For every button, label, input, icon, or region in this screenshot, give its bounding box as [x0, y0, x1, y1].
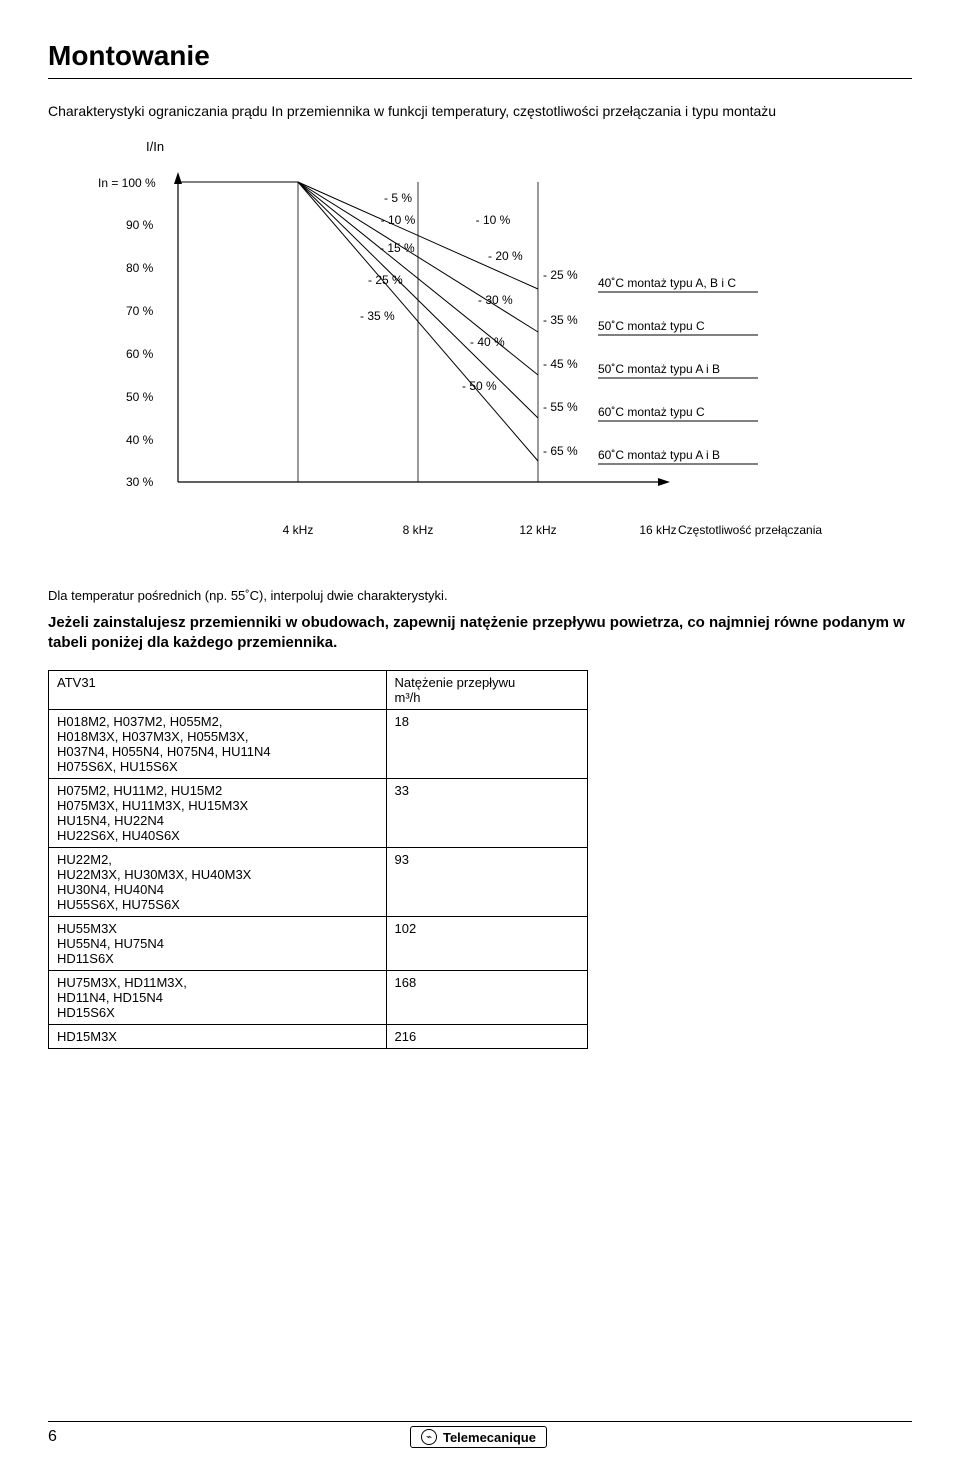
- svg-text:- 10 %: - 10 %: [476, 213, 511, 227]
- svg-text:- 20 %: - 20 %: [488, 249, 523, 263]
- svg-text:70 %: 70 %: [126, 304, 154, 318]
- svg-text:50˚C montaż typu A i B: 50˚C montaż typu A i B: [598, 362, 720, 376]
- subtitle: Charakterystyki ograniczania prądu In pr…: [48, 103, 912, 119]
- svg-text:- 35 %: - 35 %: [543, 313, 578, 327]
- table-row: HU55M3XHU55N4, HU75N4HD11S6X102: [49, 916, 588, 970]
- models-cell: HU75M3X, HD11M3X,HD11N4, HD15N4HD15S6X: [49, 970, 387, 1024]
- svg-text:- 30 %: - 30 %: [478, 293, 513, 307]
- models-cell: H018M2, H037M2, H055M2,H018M3X, H037M3X,…: [49, 709, 387, 778]
- airflow-table: ATV31 Natężenie przepływu m³/h H018M2, H…: [48, 670, 588, 1049]
- table-header-right: Natężenie przepływu m³/h: [386, 670, 587, 709]
- flow-cell: 93: [386, 847, 587, 916]
- page-number: 6: [48, 1428, 57, 1446]
- svg-text:- 25 %: - 25 %: [543, 268, 578, 282]
- table-header-left: ATV31: [49, 670, 387, 709]
- models-cell: H075M2, HU11M2, HU15M2H075M3X, HU11M3X, …: [49, 778, 387, 847]
- page-footer: 6 ⌁ Telemecanique: [48, 1421, 912, 1448]
- svg-text:- 45 %: - 45 %: [543, 357, 578, 371]
- page-title: Montowanie: [48, 40, 912, 72]
- svg-text:30 %: 30 %: [126, 475, 154, 489]
- flow-cell: 18: [386, 709, 587, 778]
- y-axis-label: I/In: [146, 139, 912, 154]
- svg-text:60 %: 60 %: [126, 347, 154, 361]
- svg-text:80 %: 80 %: [126, 261, 154, 275]
- table-row: HU22M2,HU22M3X, HU30M3X, HU40M3XHU30N4, …: [49, 847, 588, 916]
- table-row: H018M2, H037M2, H055M2,H018M3X, H037M3X,…: [49, 709, 588, 778]
- svg-text:50˚C montaż typu C: 50˚C montaż typu C: [598, 319, 705, 333]
- svg-text:90 %: 90 %: [126, 218, 154, 232]
- svg-text:4 kHz: 4 kHz: [283, 523, 314, 537]
- svg-text:- 35 %: - 35 %: [360, 309, 395, 323]
- svg-text:60˚C montaż typu A i B: 60˚C montaż typu A i B: [598, 448, 720, 462]
- svg-text:40 %: 40 %: [126, 433, 154, 447]
- svg-text:- 65 %: - 65 %: [543, 444, 578, 458]
- models-cell: HU55M3XHU55N4, HU75N4HD11S6X: [49, 916, 387, 970]
- svg-text:- 40 %: - 40 %: [470, 335, 505, 349]
- flow-cell: 33: [386, 778, 587, 847]
- models-cell: HU22M2,HU22M3X, HU30M3X, HU40M3XHU30N4, …: [49, 847, 387, 916]
- flow-cell: 102: [386, 916, 587, 970]
- svg-text:8 kHz: 8 kHz: [403, 523, 434, 537]
- interpolation-note: Dla temperatur pośrednich (np. 55˚C), in…: [48, 588, 912, 603]
- table-row: H075M2, HU11M2, HU15M2H075M3X, HU11M3X, …: [49, 778, 588, 847]
- title-rule: [48, 78, 912, 79]
- svg-text:- 55 %: - 55 %: [543, 400, 578, 414]
- svg-text:50 %: 50 %: [126, 390, 154, 404]
- airflow-paragraph: Jeżeli zainstalujesz przemienniki w obud…: [48, 613, 912, 654]
- svg-text:In = 100 %: In = 100 %: [98, 176, 156, 190]
- svg-text:- 25 %: - 25 %: [368, 273, 403, 287]
- svg-text:40˚C montaż typu A, B i C: 40˚C montaż typu A, B i C: [598, 276, 736, 290]
- flow-cell: 168: [386, 970, 587, 1024]
- flow-cell: 216: [386, 1024, 587, 1048]
- brand-badge: ⌁ Telemecanique: [410, 1426, 547, 1448]
- table-row: HD15M3X216: [49, 1024, 588, 1048]
- svg-text:- 5 %: - 5 %: [384, 191, 412, 205]
- svg-text:Częstotliwość przełączania: Częstotliwość przełączania: [678, 523, 822, 537]
- svg-text:- 50 %: - 50 %: [462, 379, 497, 393]
- brand-icon: ⌁: [421, 1429, 437, 1445]
- models-cell: HD15M3X: [49, 1024, 387, 1048]
- svg-text:60˚C montaż typu C: 60˚C montaż typu C: [598, 405, 705, 419]
- svg-text:- 15 %: - 15 %: [380, 241, 415, 255]
- svg-text:- 10 %: - 10 %: [381, 213, 416, 227]
- svg-text:12 kHz: 12 kHz: [519, 523, 556, 537]
- svg-text:16 kHz: 16 kHz: [639, 523, 676, 537]
- derating-chart: In = 100 % 90 % 80 % 70 % 60 % 50 % 40 %…: [98, 162, 858, 562]
- table-row: HU75M3X, HD11M3X,HD11N4, HD15N4HD15S6X16…: [49, 970, 588, 1024]
